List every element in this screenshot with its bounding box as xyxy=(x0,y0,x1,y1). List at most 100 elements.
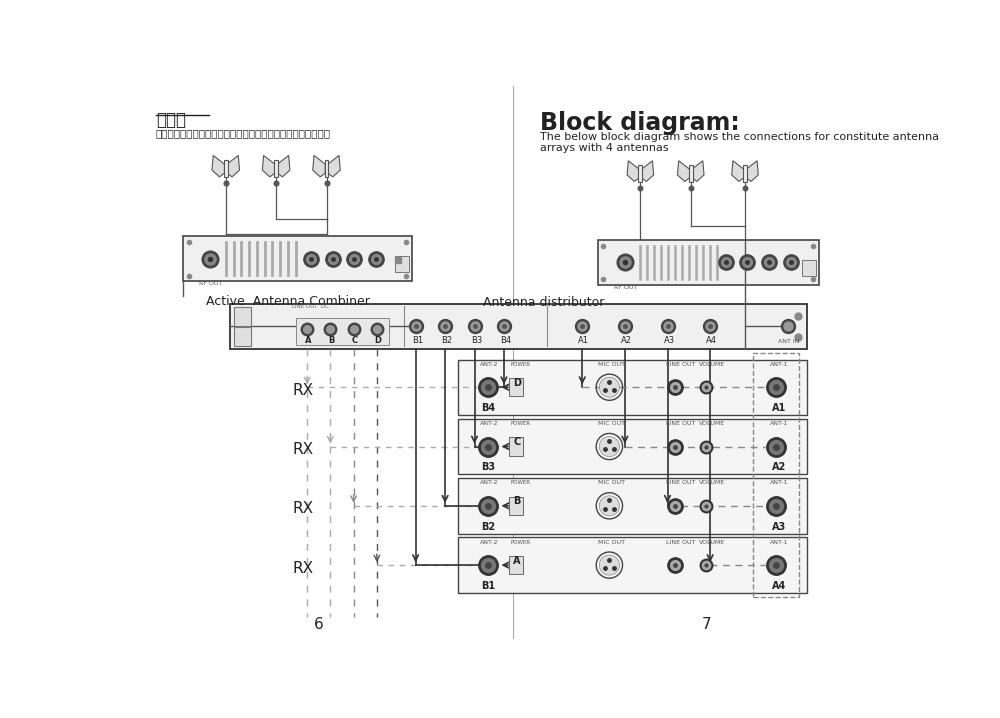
Text: C: C xyxy=(351,335,357,345)
Text: ANT IN: ANT IN xyxy=(778,339,800,344)
Bar xyxy=(274,160,278,177)
Bar xyxy=(458,537,807,593)
Text: B2: B2 xyxy=(482,522,496,532)
Bar xyxy=(638,165,642,182)
Polygon shape xyxy=(642,161,654,182)
Text: A3: A3 xyxy=(772,522,786,532)
Text: VOLUME: VOLUME xyxy=(699,362,725,367)
Text: ANT-2: ANT-2 xyxy=(480,539,498,544)
Text: ANT-2: ANT-2 xyxy=(480,421,498,426)
Circle shape xyxy=(599,496,619,516)
Polygon shape xyxy=(227,155,240,177)
Bar xyxy=(325,160,328,177)
Text: MIC OUT: MIC OUT xyxy=(598,362,625,367)
Text: B4: B4 xyxy=(482,403,496,413)
Text: 6: 6 xyxy=(314,617,324,632)
Polygon shape xyxy=(212,155,224,177)
Bar xyxy=(743,165,747,182)
Bar xyxy=(509,378,523,396)
Text: POWER: POWER xyxy=(510,480,530,485)
Text: 7: 7 xyxy=(701,617,711,632)
Text: POWER: POWER xyxy=(510,421,530,426)
Bar xyxy=(224,160,228,177)
Text: The below block diagram shows the connections for constitute antenna: The below block diagram shows the connec… xyxy=(540,132,939,142)
Text: VOLUME: VOLUME xyxy=(699,421,725,426)
Text: Block diagram:: Block diagram: xyxy=(540,111,739,135)
Text: RF OUT: RF OUT xyxy=(614,284,637,289)
Text: RX: RX xyxy=(293,501,314,516)
Text: A4: A4 xyxy=(772,581,786,591)
Circle shape xyxy=(599,377,619,397)
Bar xyxy=(234,307,251,326)
Text: B3: B3 xyxy=(471,335,482,345)
Text: B3: B3 xyxy=(482,462,496,472)
Text: A: A xyxy=(513,556,521,566)
Text: POWER: POWER xyxy=(510,362,530,367)
Text: RX: RX xyxy=(293,383,314,398)
Text: LINE OUT: LINE OUT xyxy=(666,480,695,485)
Text: LINE OUT: LINE OUT xyxy=(666,539,695,544)
Text: RF OUT: RF OUT xyxy=(199,281,223,286)
Polygon shape xyxy=(732,161,744,182)
Text: ANT-2: ANT-2 xyxy=(480,362,498,367)
Text: Active  Antenna Combiner: Active Antenna Combiner xyxy=(206,295,370,308)
Text: VOLUME: VOLUME xyxy=(699,480,725,485)
Text: RX: RX xyxy=(293,561,314,576)
Text: ANT-1: ANT-1 xyxy=(770,480,788,485)
Polygon shape xyxy=(692,161,704,182)
Text: LINE OUT: LINE OUT xyxy=(666,421,695,426)
Text: Antenna distributor: Antenna distributor xyxy=(483,297,604,309)
Bar xyxy=(296,318,388,345)
Polygon shape xyxy=(627,161,639,182)
Text: ANT-1: ANT-1 xyxy=(770,362,788,367)
Text: POWER: POWER xyxy=(510,539,530,544)
Bar xyxy=(458,419,807,475)
Bar xyxy=(753,353,799,597)
Text: MIC OUT: MIC OUT xyxy=(598,539,625,544)
Text: ANT-1: ANT-1 xyxy=(770,539,788,544)
Text: A: A xyxy=(305,335,311,345)
Circle shape xyxy=(599,555,619,575)
Bar xyxy=(509,556,523,574)
Polygon shape xyxy=(277,155,290,177)
Text: B: B xyxy=(513,496,521,506)
Text: ANT-2: ANT-2 xyxy=(480,480,498,485)
Text: C: C xyxy=(513,437,521,447)
Polygon shape xyxy=(262,155,275,177)
Bar xyxy=(509,497,523,515)
Text: RX: RX xyxy=(293,442,314,457)
Text: 下面的接线图显示连接四块天线，从而组成天线阵列的设备图：: 下面的接线图显示连接四块天线，从而组成天线阵列的设备图： xyxy=(156,129,331,139)
Text: B4: B4 xyxy=(500,335,511,345)
Text: ANT-1: ANT-1 xyxy=(770,421,788,426)
Text: B1: B1 xyxy=(412,335,423,345)
Text: MIC OUT: MIC OUT xyxy=(598,480,625,485)
Text: A3: A3 xyxy=(664,335,675,345)
Polygon shape xyxy=(313,155,325,177)
Bar xyxy=(395,256,409,271)
Text: A4: A4 xyxy=(706,335,717,345)
Bar xyxy=(234,327,251,345)
Polygon shape xyxy=(677,161,690,182)
Text: A1: A1 xyxy=(578,335,589,345)
Text: 接线图: 接线图 xyxy=(156,111,186,129)
Bar xyxy=(230,304,807,349)
Circle shape xyxy=(599,437,619,457)
Text: B1: B1 xyxy=(482,581,496,591)
Bar xyxy=(458,478,807,533)
Text: LINE OUT  DC: LINE OUT DC xyxy=(292,304,328,309)
Text: D: D xyxy=(513,378,521,388)
Text: B: B xyxy=(328,335,334,345)
Bar xyxy=(183,236,412,281)
Bar xyxy=(509,437,523,456)
Text: arrays with 4 antennas: arrays with 4 antennas xyxy=(540,143,668,153)
Text: A2: A2 xyxy=(772,462,786,472)
Bar xyxy=(689,165,693,182)
Text: LINE OUT: LINE OUT xyxy=(666,362,695,367)
Text: A2: A2 xyxy=(621,335,632,345)
Bar xyxy=(458,360,807,415)
Text: MIC OUT: MIC OUT xyxy=(598,421,625,426)
Text: A1: A1 xyxy=(772,403,786,413)
Polygon shape xyxy=(328,155,340,177)
Text: VOLUME: VOLUME xyxy=(699,539,725,544)
Text: B2: B2 xyxy=(441,335,452,345)
